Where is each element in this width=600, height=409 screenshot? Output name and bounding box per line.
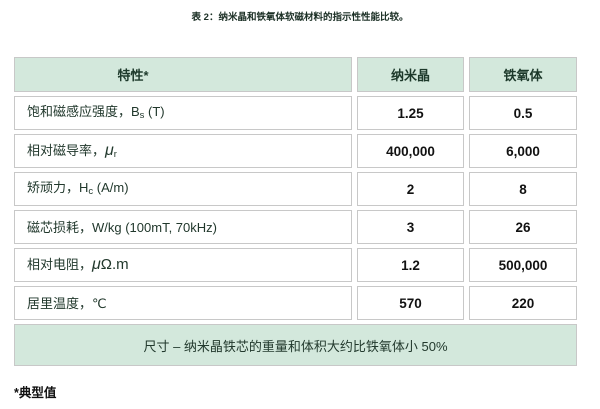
row-label-cell: 磁芯损耗，W/kg (100mT, 70kHz)	[14, 210, 352, 244]
size-note-text: 尺寸 – 纳米晶铁芯的重量和体积大约比铁氧体小 50%	[143, 338, 448, 354]
row-label-cell: 饱和磁感应强度，Bs (T)	[14, 96, 352, 130]
column-header-ferrite: 铁氧体	[469, 57, 577, 92]
table-caption: 表 2：纳米晶和铁氧体软磁材料的指示性性能比较。	[191, 12, 409, 23]
ferrite-value-cell: 500,000	[469, 248, 577, 282]
ferrite-value-cell: 0.5	[469, 96, 577, 130]
nanocrystalline-value-cell: 570	[357, 286, 464, 320]
row-label-cell: 相对电阻，μΩ.m	[14, 248, 352, 282]
nanocrystalline-value-cell: 2	[357, 172, 464, 206]
row-label-cell: 矫顽力，Hc (A/m)	[14, 172, 352, 206]
row-label-cell: 相对磁导率，μr	[14, 134, 352, 168]
ferrite-value-cell: 8	[469, 172, 577, 206]
footnote: *典型值	[14, 386, 57, 400]
nanocrystalline-value-cell: 3	[357, 210, 464, 244]
nanocrystalline-value-cell: 1.2	[357, 248, 464, 282]
row-label-cell: 居里温度，℃	[14, 286, 352, 320]
size-note-cell: 尺寸 – 纳米晶铁芯的重量和体积大约比铁氧体小 50%	[14, 324, 577, 366]
ferrite-value-cell: 26	[469, 210, 577, 244]
ferrite-value-cell: 220	[469, 286, 577, 320]
comparison-table: 特性* 纳米晶 铁氧体 饱和磁感应强度，Bs (T) 1.25 0.5 相对磁导率，μ…	[14, 57, 577, 366]
column-header-characteristic: 特性*	[14, 57, 352, 92]
ferrite-value-cell: 6,000	[469, 134, 577, 168]
nanocrystalline-value-cell: 400,000	[357, 134, 464, 168]
column-header-nanocrystalline: 纳米晶	[357, 57, 464, 92]
nanocrystalline-value-cell: 1.25	[357, 96, 464, 130]
